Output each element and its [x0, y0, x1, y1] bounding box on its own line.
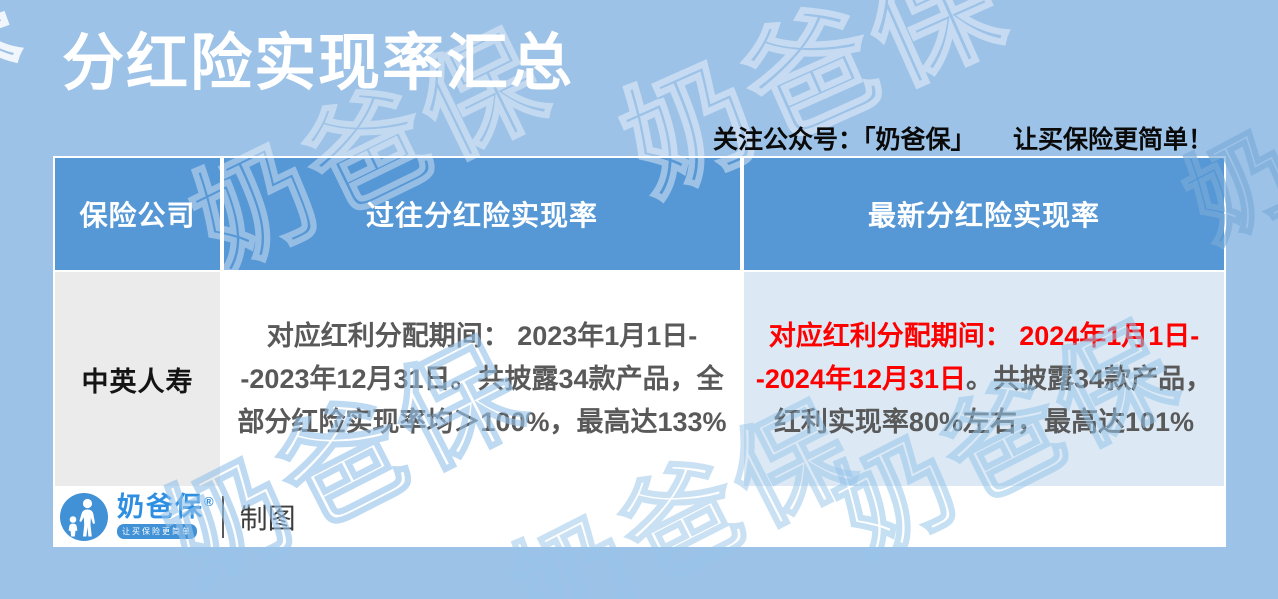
- vertical-divider: [221, 495, 224, 538]
- header-cell-company: 保险公司: [55, 158, 220, 270]
- page-title: 分红险实现率汇总: [62, 29, 575, 98]
- past-rate-text: 对应红利分配期间： 2023年1月1日--2023年12月31日。共披露34款产…: [237, 320, 727, 437]
- header-cell-latest-rate: 最新分红险实现率: [744, 158, 1224, 270]
- brand-watermark: 奶爸保: [0, 0, 40, 204]
- brand-logo: 奶爸保® 让买保险更简单: [117, 494, 214, 539]
- follow-official-account-text: 关注公众号：「奶爸保」 让买保险更简单！: [712, 126, 1213, 154]
- latest-rate-text: 对应红利分配期间： 2024年1月1日--2024年12月31日。共披露34款产…: [751, 315, 1217, 444]
- registered-trademark-symbol: ®: [204, 494, 214, 509]
- dad-and-child-logo-icon: [60, 492, 108, 541]
- latest-rate-cell: 对应红利分配期间： 2024年1月1日--2024年12月31日。共披露34款产…: [744, 272, 1224, 486]
- latest-rate-highlight: 对应红利分配期间： 2024年1月1日--2024年12月31日: [755, 320, 1200, 394]
- credit-label: 制图: [239, 502, 296, 534]
- latest-rate-rest: 。共披露34款产品，红利实现率80%左右，最高达101%: [773, 363, 1213, 437]
- brand-tagline: 让买保险更简单: [117, 524, 197, 539]
- credit-bar: 奶爸保® 让买保险更简单 制图: [55, 488, 1224, 545]
- dividend-rate-summary-table: 保险公司 过往分红险实现率 最新分红险实现率 中英人寿 对应红利分配期间： 20…: [53, 156, 1226, 547]
- header-cell-past-rate: 过往分红险实现率: [224, 158, 740, 270]
- past-rate-cell: 对应红利分配期间： 2023年1月1日--2023年12月31日。共披露34款产…: [224, 272, 740, 486]
- company-name-cell: 中英人寿: [55, 272, 220, 486]
- brand-name: 奶爸保: [117, 492, 204, 522]
